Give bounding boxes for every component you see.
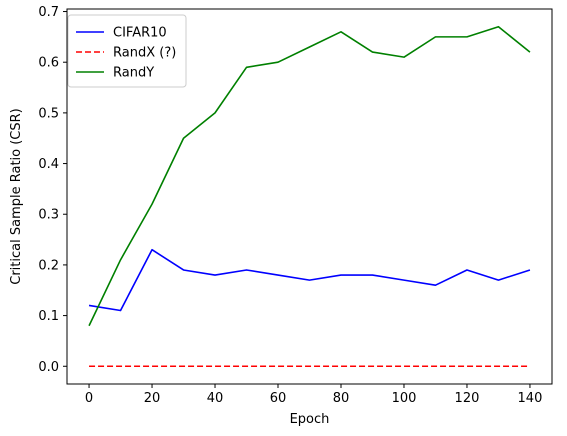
x-axis: 0 20 40 60 80 100 120 140 xyxy=(85,384,542,406)
y-tick-label: 0.6 xyxy=(38,56,59,71)
x-tick-label: 60 xyxy=(270,391,287,406)
y-tick-label: 0.5 xyxy=(38,106,59,121)
x-tick-label: 120 xyxy=(455,391,480,406)
legend: CIFAR10 RandX (?) RandY xyxy=(67,14,187,88)
series-line-cifar10 xyxy=(88,248,531,312)
x-tick-label: 100 xyxy=(392,391,417,406)
x-axis-label: Epoch xyxy=(290,412,330,427)
y-axis: 0.0 0.1 0.2 0.3 0.4 0.5 0.6 0.7 xyxy=(38,5,67,375)
x-tick-label: 80 xyxy=(333,391,350,406)
legend-label: CIFAR10 xyxy=(113,26,167,41)
y-tick-label: 0.4 xyxy=(38,157,59,172)
series-line-randy xyxy=(88,25,531,327)
x-tick-label: 20 xyxy=(144,391,161,406)
x-tick-label: 40 xyxy=(207,391,224,406)
legend-label: RandX (?) xyxy=(113,46,176,61)
legend-label: RandY xyxy=(113,66,154,81)
y-tick-label: 0.7 xyxy=(38,5,59,20)
legend-box xyxy=(67,14,187,88)
y-axis-label: Critical Sample Ratio (CSR) xyxy=(9,108,24,285)
x-tick-label: 140 xyxy=(518,391,543,406)
x-tick-label: 0 xyxy=(85,391,93,406)
y-tick-label: 0.2 xyxy=(38,258,59,273)
plot-area xyxy=(88,25,531,368)
axes-frame xyxy=(66,8,553,385)
y-tick-label: 0.0 xyxy=(38,360,59,375)
y-tick-label: 0.3 xyxy=(38,208,59,223)
y-tick-label: 0.1 xyxy=(38,309,59,324)
